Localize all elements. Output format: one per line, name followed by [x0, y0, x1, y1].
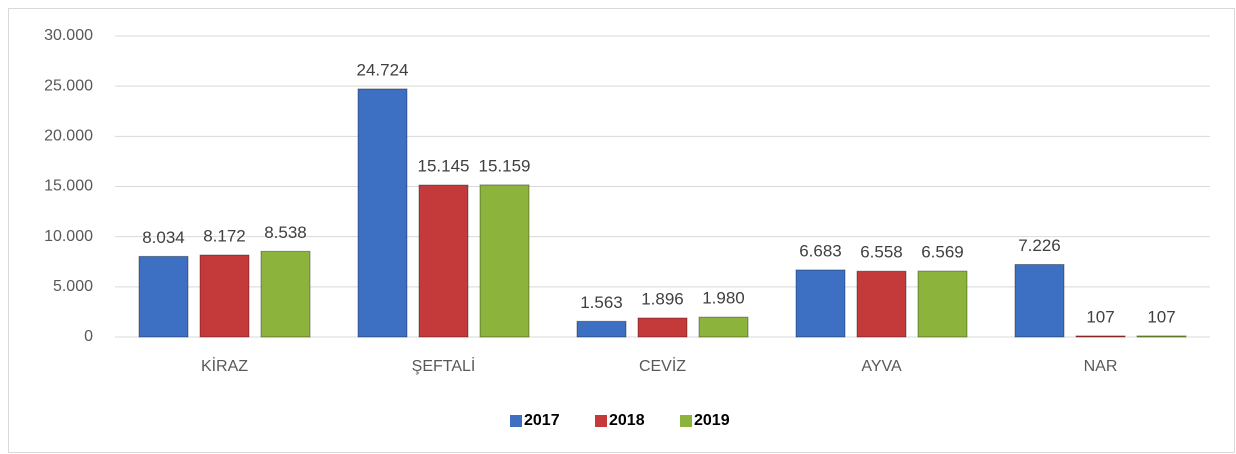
y-tick-label: 10.000 — [44, 228, 93, 245]
value-label: 6.558 — [860, 243, 903, 262]
chart-frame — [8, 8, 1235, 453]
y-tick-label: 15.000 — [44, 178, 93, 195]
bar — [479, 184, 530, 338]
value-label: 6.683 — [799, 241, 842, 260]
value-label: 7.226 — [1018, 236, 1061, 255]
y-tick-label: 0 — [84, 328, 93, 345]
y-tick-label: 25.000 — [44, 77, 93, 94]
value-label: 1.980 — [702, 289, 745, 308]
bar — [138, 255, 189, 338]
value-label: 15.145 — [418, 157, 470, 176]
x-tick-label: AYVA — [861, 358, 902, 375]
legend-label: 2019 — [694, 412, 730, 429]
bar — [917, 270, 968, 338]
bar — [260, 250, 311, 338]
x-tick-label: KİRAZ — [201, 356, 248, 375]
legend-swatch — [595, 415, 607, 427]
value-label: 6.569 — [921, 243, 964, 262]
x-tick-label: CEVİZ — [639, 356, 686, 375]
x-tick-label: ŞEFTALİ — [412, 356, 476, 375]
value-label: 8.172 — [203, 226, 246, 245]
bar — [576, 320, 627, 338]
legend-label: 2017 — [524, 412, 560, 429]
value-label: 1.563 — [580, 293, 623, 312]
bar — [199, 254, 250, 338]
legend-swatch — [510, 415, 522, 427]
bar — [1014, 263, 1065, 338]
value-label: 8.034 — [142, 228, 185, 247]
bar — [637, 317, 688, 338]
y-tick-label: 30.000 — [44, 27, 93, 44]
x-tick-label: NAR — [1084, 358, 1118, 375]
legend-swatch — [680, 415, 692, 427]
bar — [856, 270, 907, 338]
legend-label: 2018 — [609, 412, 645, 429]
y-tick-label: 5.000 — [53, 278, 93, 295]
value-label: 1.896 — [641, 289, 684, 308]
value-label: 107 — [1086, 307, 1114, 326]
value-label: 15.159 — [479, 156, 531, 175]
bar — [1075, 335, 1126, 338]
value-label: 107 — [1147, 307, 1175, 326]
value-label: 8.538 — [264, 223, 307, 242]
bar — [418, 184, 469, 338]
value-label: 24.724 — [357, 60, 409, 79]
bar — [357, 88, 408, 338]
bar — [1136, 335, 1187, 338]
bar — [698, 316, 749, 338]
bar — [795, 269, 846, 338]
y-tick-label: 20.000 — [44, 128, 93, 145]
